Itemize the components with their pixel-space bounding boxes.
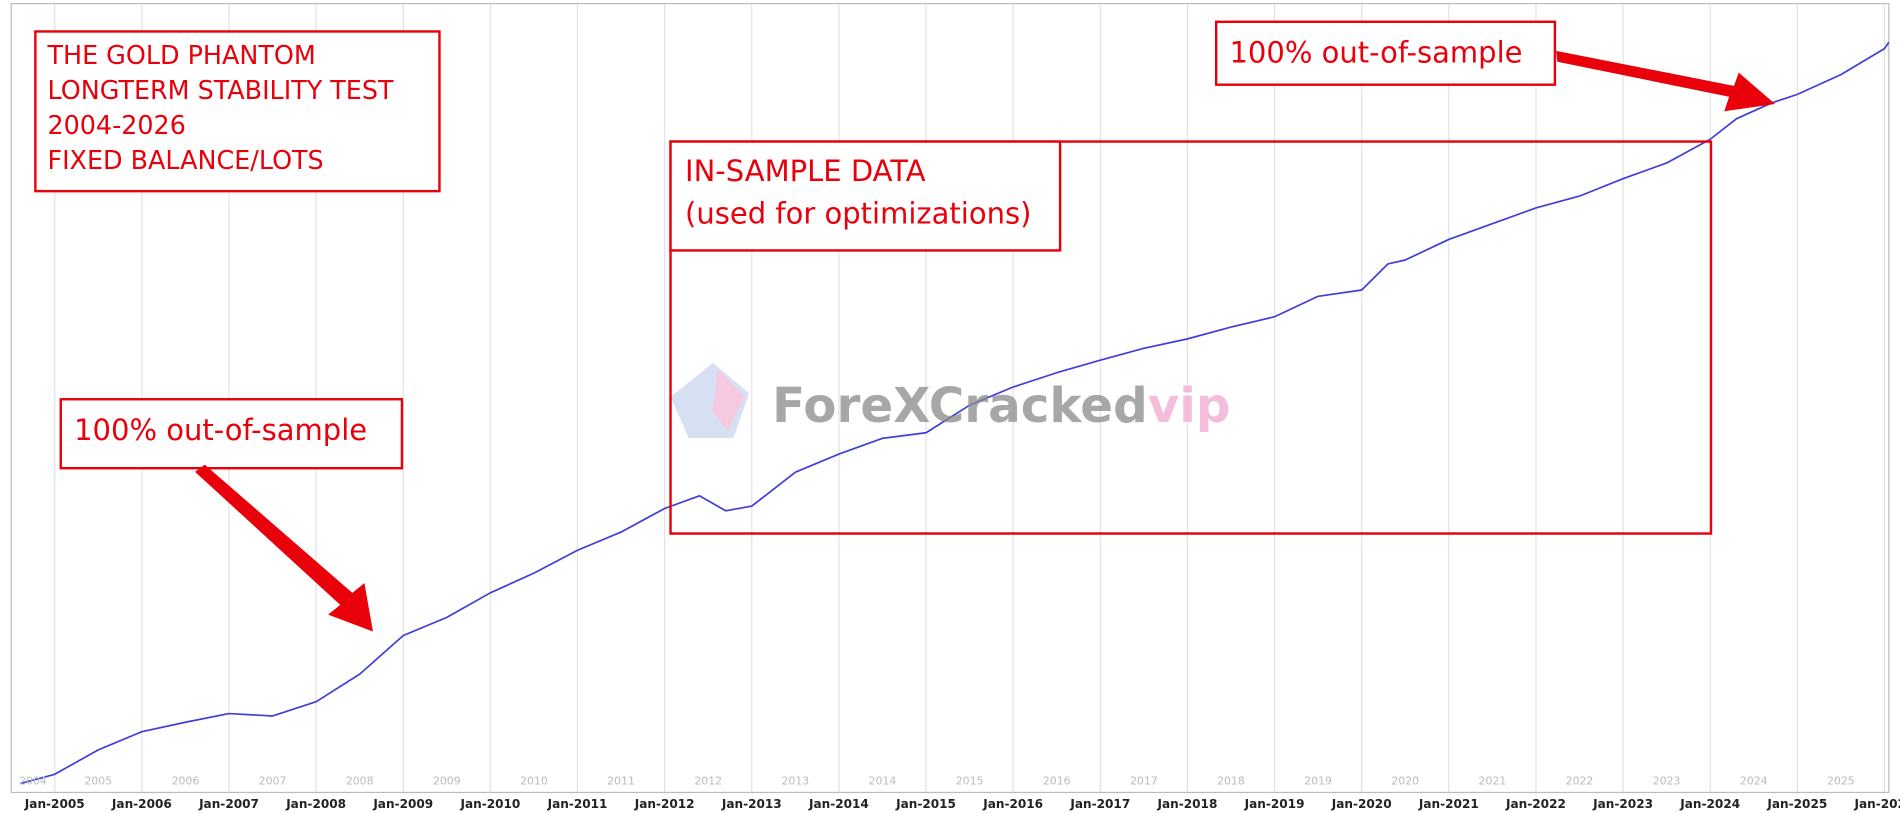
x-tick-label: Jan-2022 — [1505, 797, 1566, 811]
title-line: LONGTERM STABILITY TEST — [47, 75, 393, 105]
year-label: 2013 — [782, 775, 810, 788]
x-tick-label: Jan-2007 — [198, 797, 259, 811]
x-tick-label: Jan-2017 — [1069, 797, 1130, 811]
year-label: 2016 — [1043, 775, 1071, 788]
oos-label: 100% out-of-sample — [74, 413, 367, 447]
year-label: 2005 — [84, 775, 112, 788]
watermark-logo — [712, 368, 745, 431]
plot-frame — [10, 3, 1890, 794]
in-sample-region — [669, 140, 1713, 535]
title-line: FIXED BALANCE/LOTS — [47, 145, 323, 175]
oos-label: 100% out-of-sample — [1229, 35, 1522, 69]
x-tick-label: Jan-2024 — [1679, 797, 1740, 811]
title-box — [34, 30, 441, 193]
year-label: 2011 — [607, 775, 635, 788]
year-label: 2009 — [433, 775, 461, 788]
x-tick-label: Jan-2008 — [285, 797, 346, 811]
in-sample-line: (used for optimizations) — [685, 196, 1031, 230]
title-line: 2004-2026 — [47, 110, 185, 140]
equity-line — [19, 41, 1890, 785]
year-label: 2025 — [1827, 775, 1855, 788]
year-label: 2008 — [346, 775, 374, 788]
oos-box — [1214, 20, 1557, 86]
x-tick-label: Jan-2013 — [721, 797, 782, 811]
x-tick-label: Jan-2015 — [895, 797, 956, 811]
watermark-main: ForeXCracked — [772, 378, 1148, 434]
year-label: 2022 — [1566, 775, 1594, 788]
x-tick-label: Jan-2010 — [459, 797, 520, 811]
year-label: 2021 — [1479, 775, 1507, 788]
x-tick-label: Jan-2020 — [1331, 797, 1392, 811]
title-line: THE GOLD PHANTOM — [46, 40, 315, 70]
x-tick-label: Jan-2016 — [982, 797, 1043, 811]
year-label: 2010 — [520, 775, 548, 788]
marks — [19, 41, 1890, 785]
year-label: 2019 — [1304, 775, 1332, 788]
year-label: 2018 — [1217, 775, 1245, 788]
year-label: 2004 — [19, 775, 47, 788]
year-label: 2023 — [1653, 775, 1681, 788]
year-label: 2020 — [1391, 775, 1419, 788]
year-label: 2015 — [956, 775, 984, 788]
x-tick-label: Jan-2011 — [547, 797, 608, 811]
in-sample-box — [669, 140, 1062, 252]
watermark-text: ForeXCrackedvip — [772, 378, 1230, 434]
x-tick-label: Jan-2014 — [808, 797, 869, 811]
x-tick-label: Jan-2018 — [1156, 797, 1217, 811]
arrow — [1556, 50, 1776, 112]
x-tick-label: Jan-2012 — [634, 797, 695, 811]
x-tick-label: Jan-2023 — [1592, 797, 1653, 811]
watermark-vip: vip — [1148, 378, 1231, 434]
oos-box — [59, 398, 404, 470]
x-tick-label: Jan-2025 — [1766, 797, 1827, 811]
x-tick-label: Jan-2021 — [1418, 797, 1479, 811]
in-sample-line: IN-SAMPLE DATA — [685, 154, 926, 188]
year-label: 2007 — [259, 775, 287, 788]
year-label: 2014 — [869, 775, 897, 788]
x-tick-label: Jan-2006 — [111, 797, 172, 811]
year-label: 2024 — [1740, 775, 1768, 788]
x-tick-label: Jan-2009 — [372, 797, 433, 811]
year-label: 2012 — [694, 775, 722, 788]
arrow — [195, 464, 373, 632]
x-tick-label: Jan-2005 — [24, 797, 85, 811]
year-label: 2006 — [172, 775, 200, 788]
x-tick-label: Jan-2026 — [1854, 797, 1900, 811]
watermark: ForeXCrackedvip — [670, 362, 1230, 438]
year-label: 2017 — [1130, 775, 1158, 788]
x-tick-label: Jan-2019 — [1244, 797, 1305, 811]
